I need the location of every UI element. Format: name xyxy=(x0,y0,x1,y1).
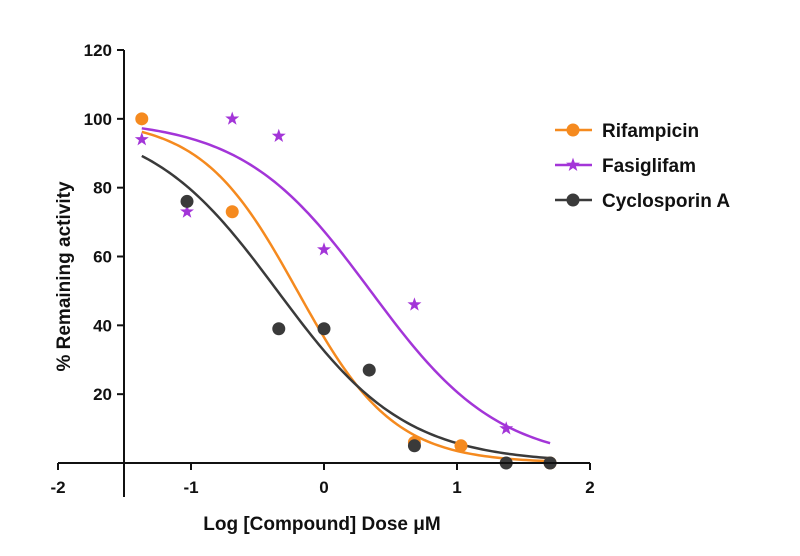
fit-curves xyxy=(141,127,551,463)
y-axis-title: % Remaining activity xyxy=(54,181,75,371)
fit-curve-rifampicin xyxy=(141,130,551,463)
x-tick-label: 2 xyxy=(585,478,594,497)
legend-label: Rifampicin xyxy=(602,121,699,142)
x-ticks: -2 -1 0 1 2 xyxy=(50,463,595,497)
x-tick-label: -1 xyxy=(183,478,198,497)
legend-label: Fasiglifam xyxy=(602,156,696,177)
y-tick-label: 80 xyxy=(93,179,112,198)
data-point xyxy=(180,194,194,208)
y-tick-label: 20 xyxy=(93,385,112,404)
data-point xyxy=(317,242,331,256)
data-point xyxy=(454,439,468,453)
data-points xyxy=(134,111,557,470)
legend-marker xyxy=(566,157,580,171)
legend: Rifampicin Fasiglifam Cyclosporin A xyxy=(555,121,730,212)
data-point xyxy=(407,297,422,311)
data-point xyxy=(134,132,149,146)
x-tick-label: 0 xyxy=(319,478,328,497)
fit-curve-cyclosporin-a xyxy=(141,154,551,460)
legend-marker xyxy=(566,123,580,137)
y-tick-label: 60 xyxy=(93,248,112,267)
y-ticks: 20 40 60 80 100 120 xyxy=(84,41,124,404)
x-axis-title: Log [Compound] Dose μM xyxy=(203,514,440,535)
data-point xyxy=(180,204,194,218)
data-point xyxy=(499,421,514,435)
data-point xyxy=(135,112,149,126)
legend-label: Cyclosporin A xyxy=(602,191,730,212)
y-tick-label: 40 xyxy=(93,316,112,335)
data-point xyxy=(362,363,376,377)
x-tick-label: 1 xyxy=(452,478,461,497)
x-tick-label: -2 xyxy=(50,478,65,497)
legend-marker xyxy=(566,193,580,207)
y-tick-label: 120 xyxy=(84,41,112,60)
data-point xyxy=(407,439,421,453)
data-point xyxy=(272,322,286,336)
data-point xyxy=(317,322,331,336)
data-point xyxy=(225,205,239,219)
data-point xyxy=(225,111,240,125)
y-tick-label: 100 xyxy=(84,110,112,129)
fit-curve-fasiglifam xyxy=(141,127,551,445)
data-point xyxy=(271,128,286,142)
